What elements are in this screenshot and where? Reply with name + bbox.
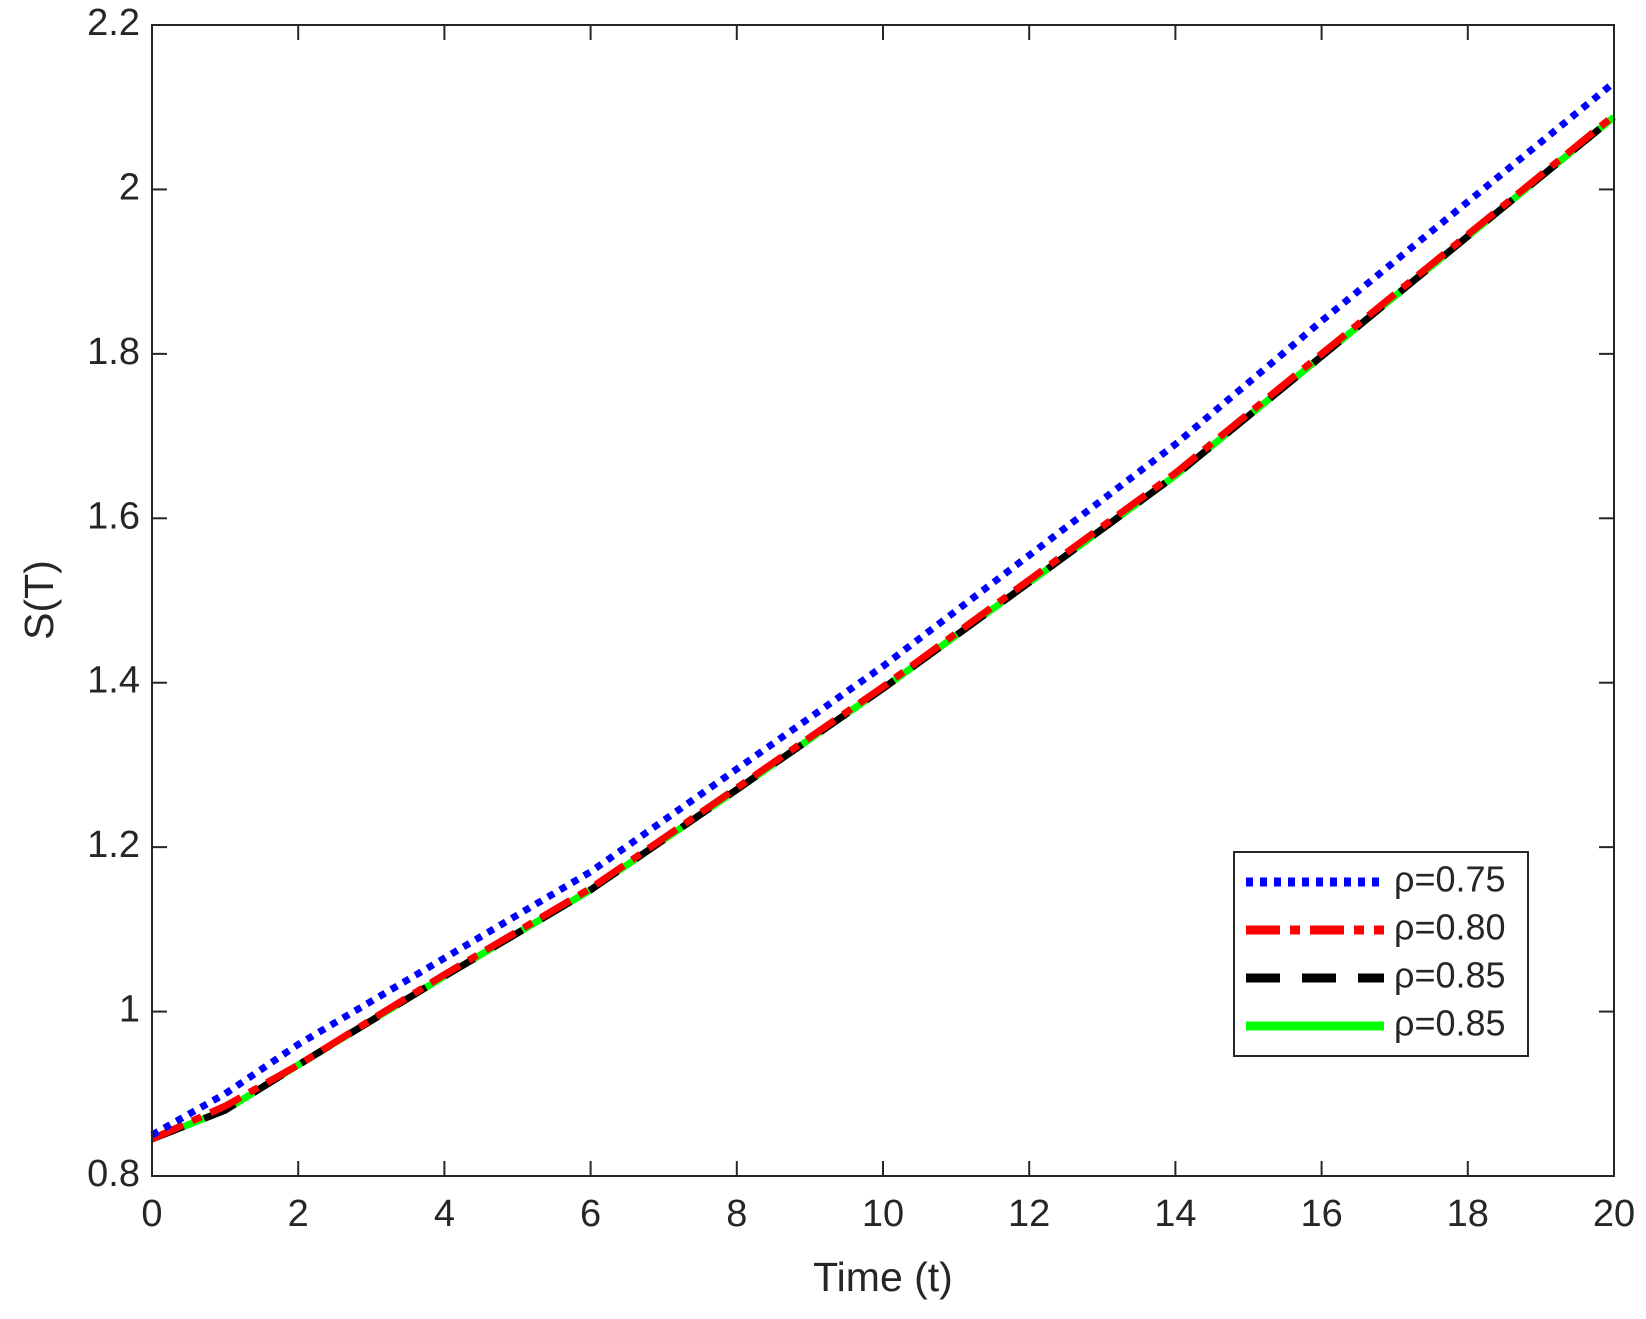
x-tick-label: 4 (434, 1193, 455, 1235)
x-tick-label: 2 (288, 1193, 309, 1235)
x-tick-label: 10 (862, 1193, 904, 1235)
y-tick-label: 1.4 (87, 660, 140, 702)
y-tick-label: 1 (119, 989, 140, 1031)
x-axis-label: Time (t) (813, 1254, 953, 1300)
y-tick-label: 1.8 (87, 331, 140, 373)
series-line (150, 79, 1617, 1138)
x-tick-label: 20 (1593, 1193, 1635, 1235)
x-tick-label: 18 (1447, 1193, 1489, 1235)
x-tick-label: 12 (1008, 1193, 1050, 1235)
x-tick-label: 16 (1300, 1193, 1342, 1235)
legend-label: ρ=0.85 (1394, 955, 1506, 996)
y-tick-label: 1.2 (87, 824, 140, 866)
x-tick-label: 6 (580, 1193, 601, 1235)
series-line (150, 112, 1617, 1143)
y-axis-label: S(T) (16, 560, 62, 640)
x-tick-label: 8 (726, 1193, 747, 1235)
y-tick-label: 0.8 (87, 1153, 140, 1195)
x-tick-label: 0 (141, 1193, 162, 1235)
y-tick-label: 2 (119, 166, 140, 208)
legend-label: ρ=0.80 (1394, 907, 1506, 948)
x-tick-label: 14 (1154, 1193, 1196, 1235)
y-tick-label: 2.2 (87, 2, 140, 44)
legend-label: ρ=0.85 (1394, 1003, 1506, 1044)
y-tick-label: 1.6 (87, 495, 140, 537)
legend-label: ρ=0.75 (1394, 859, 1506, 900)
